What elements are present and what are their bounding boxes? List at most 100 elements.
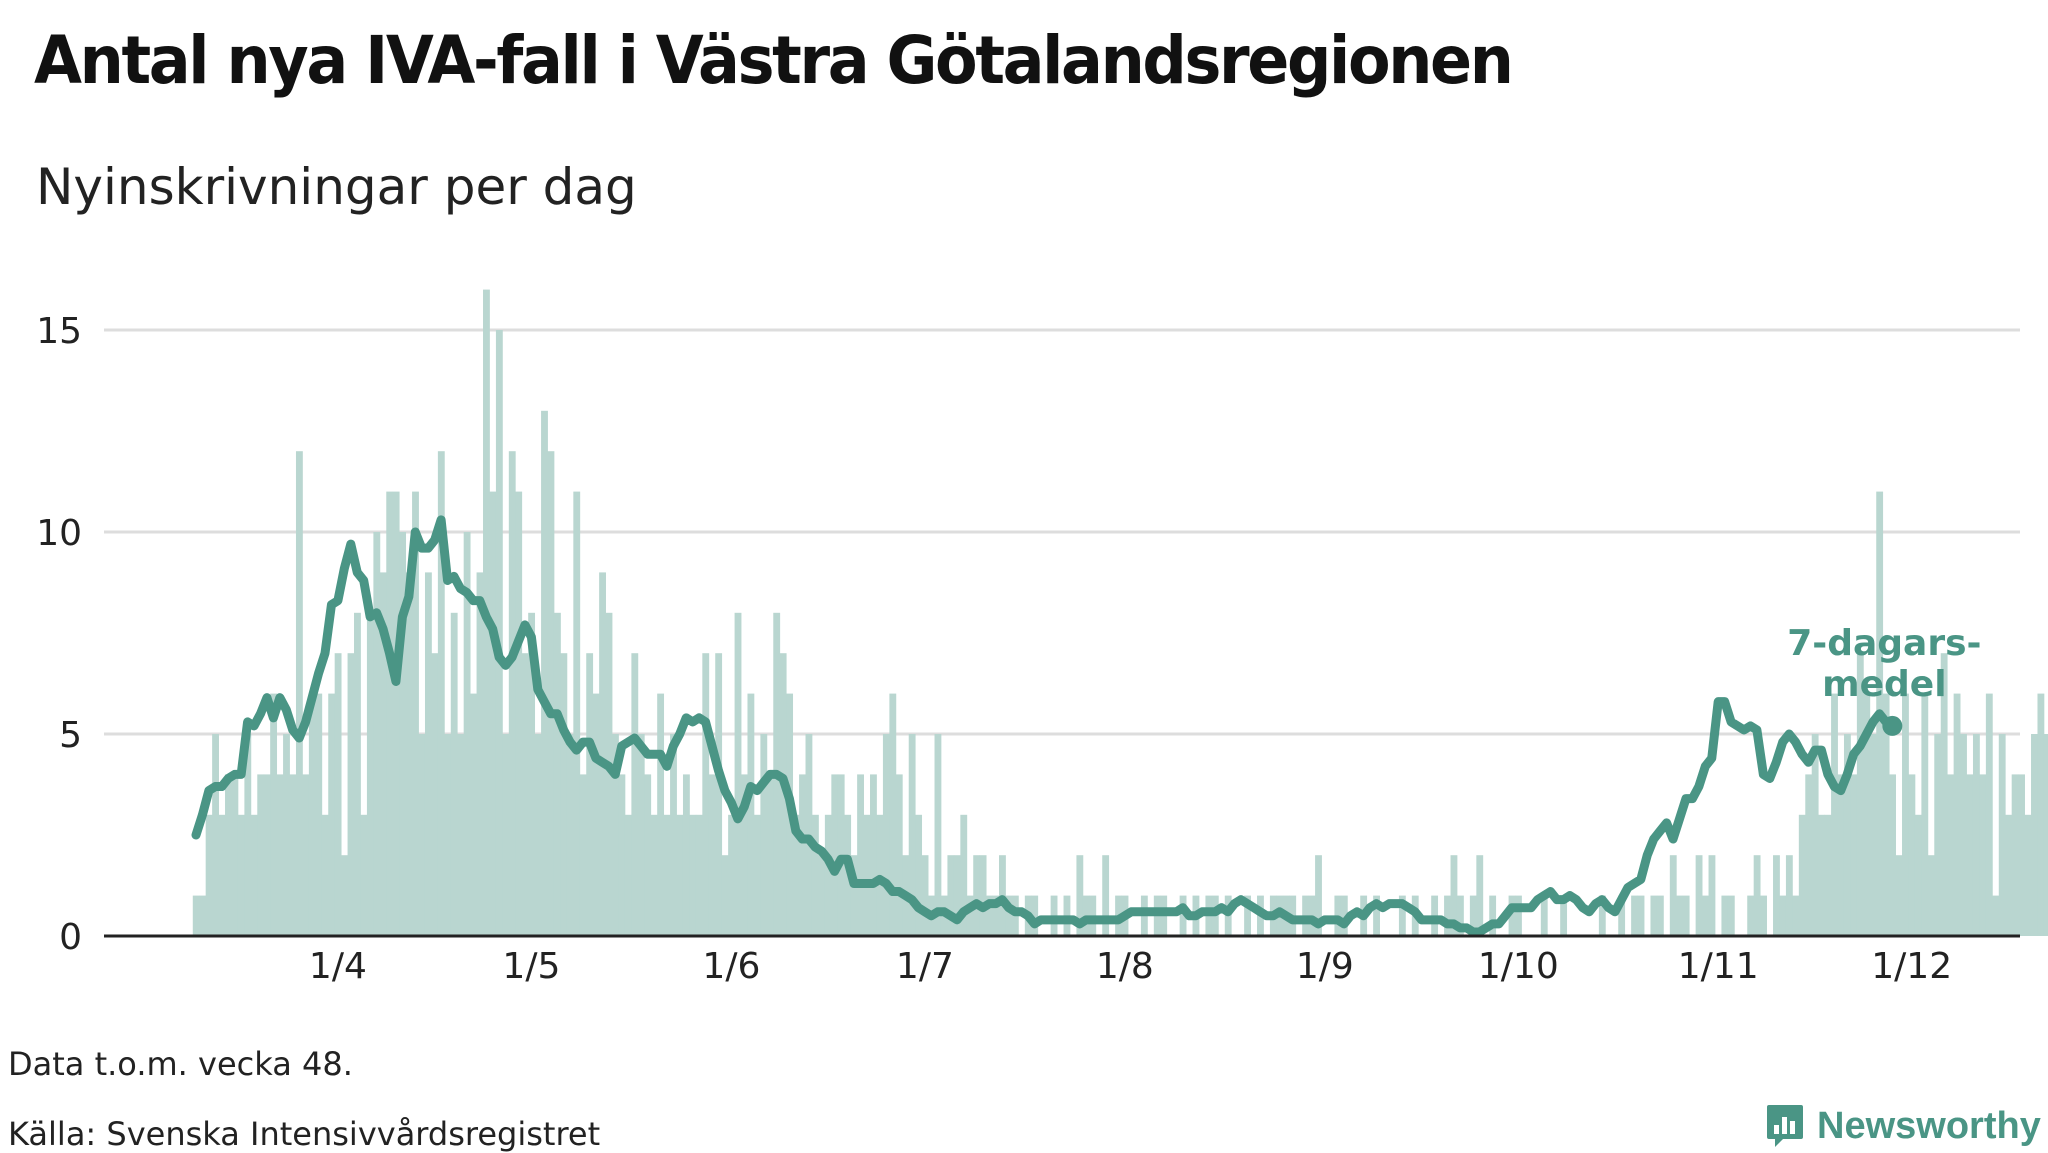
bar <box>2024 814 2032 936</box>
bar <box>1773 855 1780 936</box>
bar <box>811 814 819 936</box>
bar <box>1469 895 1477 936</box>
bar <box>624 814 632 936</box>
bar <box>2031 734 2038 936</box>
bar <box>1882 693 1890 936</box>
y-tick-label: 15 <box>36 311 82 352</box>
bar <box>2018 774 2025 936</box>
bar <box>766 774 774 936</box>
bar <box>541 410 548 936</box>
bar <box>747 693 755 936</box>
bar <box>334 653 342 936</box>
bar <box>1244 895 1251 936</box>
bar <box>953 855 961 936</box>
bar <box>231 774 239 936</box>
bar <box>1831 693 1838 936</box>
x-tick-label: 1/5 <box>502 946 560 987</box>
bar <box>205 814 213 936</box>
bar <box>289 774 297 936</box>
bar <box>431 653 439 936</box>
bar <box>728 814 735 936</box>
daily-bars <box>192 289 2048 937</box>
bar <box>1631 895 1638 936</box>
bar <box>560 653 568 936</box>
bar <box>1031 895 1039 936</box>
bar <box>386 491 394 936</box>
bar <box>366 612 374 936</box>
bar <box>2043 734 2048 936</box>
bar <box>592 693 600 936</box>
bar <box>799 774 806 936</box>
bar <box>676 814 684 936</box>
bar <box>986 895 993 936</box>
bar <box>1914 814 1922 936</box>
bar <box>1398 895 1406 936</box>
bar <box>1102 855 1110 936</box>
bar <box>1656 895 1664 936</box>
bar <box>631 653 639 936</box>
bar <box>437 451 445 936</box>
bar <box>921 855 929 936</box>
bar <box>244 734 252 936</box>
bar <box>863 814 871 936</box>
bar <box>605 612 613 936</box>
bar <box>405 572 413 936</box>
bar <box>528 612 536 936</box>
bar <box>1637 895 1645 936</box>
bar <box>495 330 503 936</box>
bar <box>1598 895 1606 936</box>
bar <box>1721 895 1729 936</box>
bar <box>257 774 265 936</box>
bar <box>1560 895 1568 936</box>
bar <box>960 814 968 936</box>
bar <box>1889 774 1896 936</box>
bar <box>2005 814 2013 936</box>
bar <box>489 491 497 936</box>
annotation-line-2: medel <box>1822 664 1946 705</box>
bar <box>715 653 723 936</box>
bar <box>502 734 510 936</box>
bar <box>1850 774 1858 936</box>
bar <box>663 814 671 936</box>
bar <box>450 612 458 936</box>
bar <box>1450 855 1458 936</box>
bar <box>721 855 729 936</box>
bar <box>586 653 594 936</box>
bar <box>637 734 645 936</box>
chart-subtitle: Nyinskrivningar per dag <box>36 158 637 216</box>
bar <box>1805 774 1813 936</box>
bar <box>263 774 271 936</box>
bar <box>270 693 278 936</box>
bar <box>308 693 316 936</box>
bar <box>915 814 923 936</box>
bar <box>1779 895 1787 936</box>
bar <box>1785 855 1793 936</box>
bar <box>895 774 903 936</box>
bar <box>753 814 761 936</box>
bar <box>1508 895 1516 936</box>
bar <box>341 855 348 936</box>
bar <box>1179 895 1187 936</box>
bar <box>283 734 290 936</box>
bar <box>792 814 800 936</box>
bar <box>618 774 626 936</box>
bar <box>644 774 652 936</box>
data-note: Data t.o.m. vecka 48. <box>8 1045 353 1083</box>
bar <box>412 491 419 936</box>
bar <box>1798 814 1806 936</box>
bar <box>1998 734 2006 936</box>
bar <box>850 855 858 936</box>
bar <box>1476 855 1484 936</box>
bar <box>1682 895 1690 936</box>
bar <box>818 855 826 936</box>
bar <box>599 572 606 936</box>
bar <box>650 814 658 936</box>
moving-average-line <box>191 515 1897 937</box>
bar <box>1747 895 1755 936</box>
bar <box>1992 895 2000 936</box>
bar <box>734 612 742 936</box>
bar <box>192 895 200 936</box>
bar <box>212 734 219 936</box>
y-tick-label: 0 <box>59 917 82 958</box>
bar <box>1843 734 1851 936</box>
